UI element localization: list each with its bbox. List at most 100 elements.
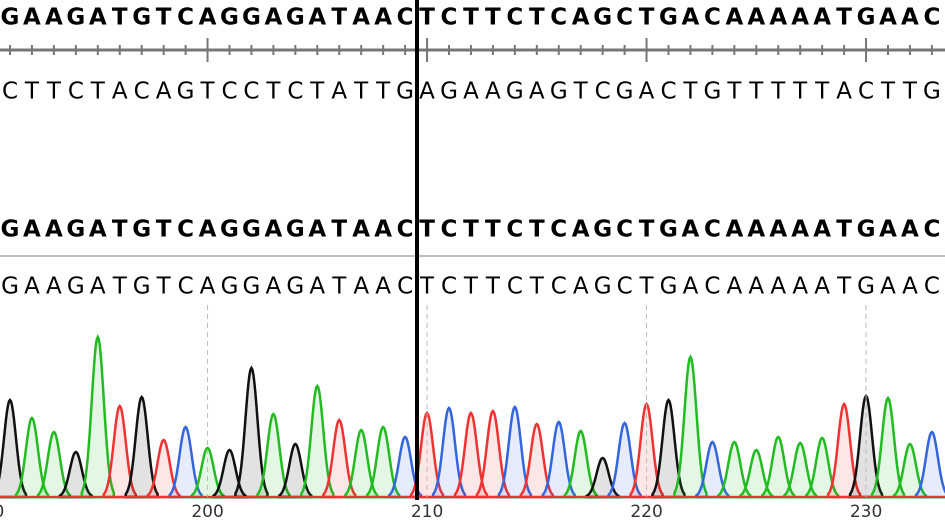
base-letter: A (264, 217, 282, 243)
peak (475, 409, 511, 499)
base-letter: A (23, 5, 41, 31)
base-letter: G (133, 274, 151, 300)
base-letter: C (177, 217, 194, 243)
base-letter: C (221, 79, 237, 105)
base-letter: A (89, 5, 107, 31)
base-letter: G (286, 274, 304, 300)
base-letter: G (594, 274, 612, 300)
base-letter: A (901, 5, 919, 31)
base-letter: T (770, 79, 786, 105)
peak (651, 397, 686, 499)
base-letter: A (769, 5, 787, 31)
base-letter: C (858, 79, 874, 105)
base-letter: A (308, 5, 326, 31)
base-letter: A (352, 5, 370, 31)
peak (497, 405, 533, 499)
peak (673, 354, 708, 499)
peak (826, 401, 862, 499)
peak (782, 441, 818, 499)
base-letter: C (68, 79, 84, 105)
base-letter: T (156, 5, 172, 31)
position-label: 200 (191, 502, 223, 522)
position-label: 230 (850, 502, 882, 522)
peak (431, 406, 467, 499)
base-letter: T (375, 79, 391, 105)
base-letter: T (792, 79, 808, 105)
base-letter: T (748, 79, 764, 105)
base-letter: A (879, 5, 897, 31)
base-letter: A (112, 79, 128, 105)
base-letter: T (485, 274, 501, 300)
base-letter: A (725, 217, 743, 243)
peak (146, 438, 181, 499)
base-letter: A (726, 274, 742, 300)
base-letter: C (441, 274, 457, 300)
base-letter: G (923, 79, 941, 105)
peak (278, 442, 313, 499)
base-letter: G (857, 274, 875, 300)
base-letter: A (485, 79, 501, 105)
base-letter: T (112, 217, 128, 243)
base-letter: A (901, 217, 919, 243)
base-letter: A (683, 274, 699, 300)
base-letter: A (374, 5, 392, 31)
base-letter: A (682, 5, 700, 31)
base-letter: G (66, 5, 85, 31)
base-letter: A (199, 217, 217, 243)
base-letter: C (704, 274, 720, 300)
base-letter: G (132, 217, 151, 243)
base-letter: G (242, 5, 261, 31)
base-letter: A (199, 5, 217, 31)
base-letter: T (331, 217, 347, 243)
peak (519, 422, 555, 499)
base-letter: A (836, 79, 852, 105)
base-letter: G (396, 79, 414, 105)
base-letter: A (419, 79, 435, 105)
base-letter: G (177, 79, 195, 105)
base-letter: T (529, 217, 545, 243)
base-letter: A (791, 217, 809, 243)
base-letter: A (45, 5, 63, 31)
base-letter: T (529, 274, 545, 300)
base-letter: T (836, 274, 852, 300)
base-letter: A (769, 217, 787, 243)
base-letter: A (572, 217, 590, 243)
base-letter: G (1, 274, 19, 300)
base-letter: C (178, 274, 194, 300)
base-letter: T (639, 5, 655, 31)
base-letter: C (660, 79, 676, 105)
base-letter: G (221, 274, 239, 300)
base-letter: C (506, 217, 523, 243)
base-letter: T (573, 79, 589, 105)
base-letter: G (857, 5, 876, 31)
base-letter: A (45, 217, 63, 243)
base-letter: A (902, 274, 918, 300)
base-letter: G (67, 274, 85, 300)
base-letter: T (200, 79, 216, 105)
base-letter: C (243, 79, 259, 105)
base-letter: A (748, 274, 764, 300)
base-letter: A (23, 217, 41, 243)
base-letter: T (265, 79, 281, 105)
base-letter: C (550, 5, 567, 31)
base-letter: C (177, 5, 194, 31)
base-letter: C (595, 79, 611, 105)
base-letter: G (440, 79, 458, 105)
base-letter: T (485, 5, 501, 31)
base-letter: T (331, 274, 347, 300)
base-letter: T (90, 79, 106, 105)
base-letter: G (242, 217, 261, 243)
base-letter: C (441, 5, 458, 31)
base-letter: C (704, 217, 721, 243)
base-letter: A (813, 5, 831, 31)
base-letter: T (880, 79, 896, 105)
base-letter: T (682, 79, 698, 105)
base-letter: G (593, 217, 612, 243)
base-letter: A (572, 5, 590, 31)
base-letter: T (156, 274, 172, 300)
base-letter: C (923, 5, 940, 31)
base-letter: G (132, 5, 151, 31)
peak (190, 446, 225, 499)
